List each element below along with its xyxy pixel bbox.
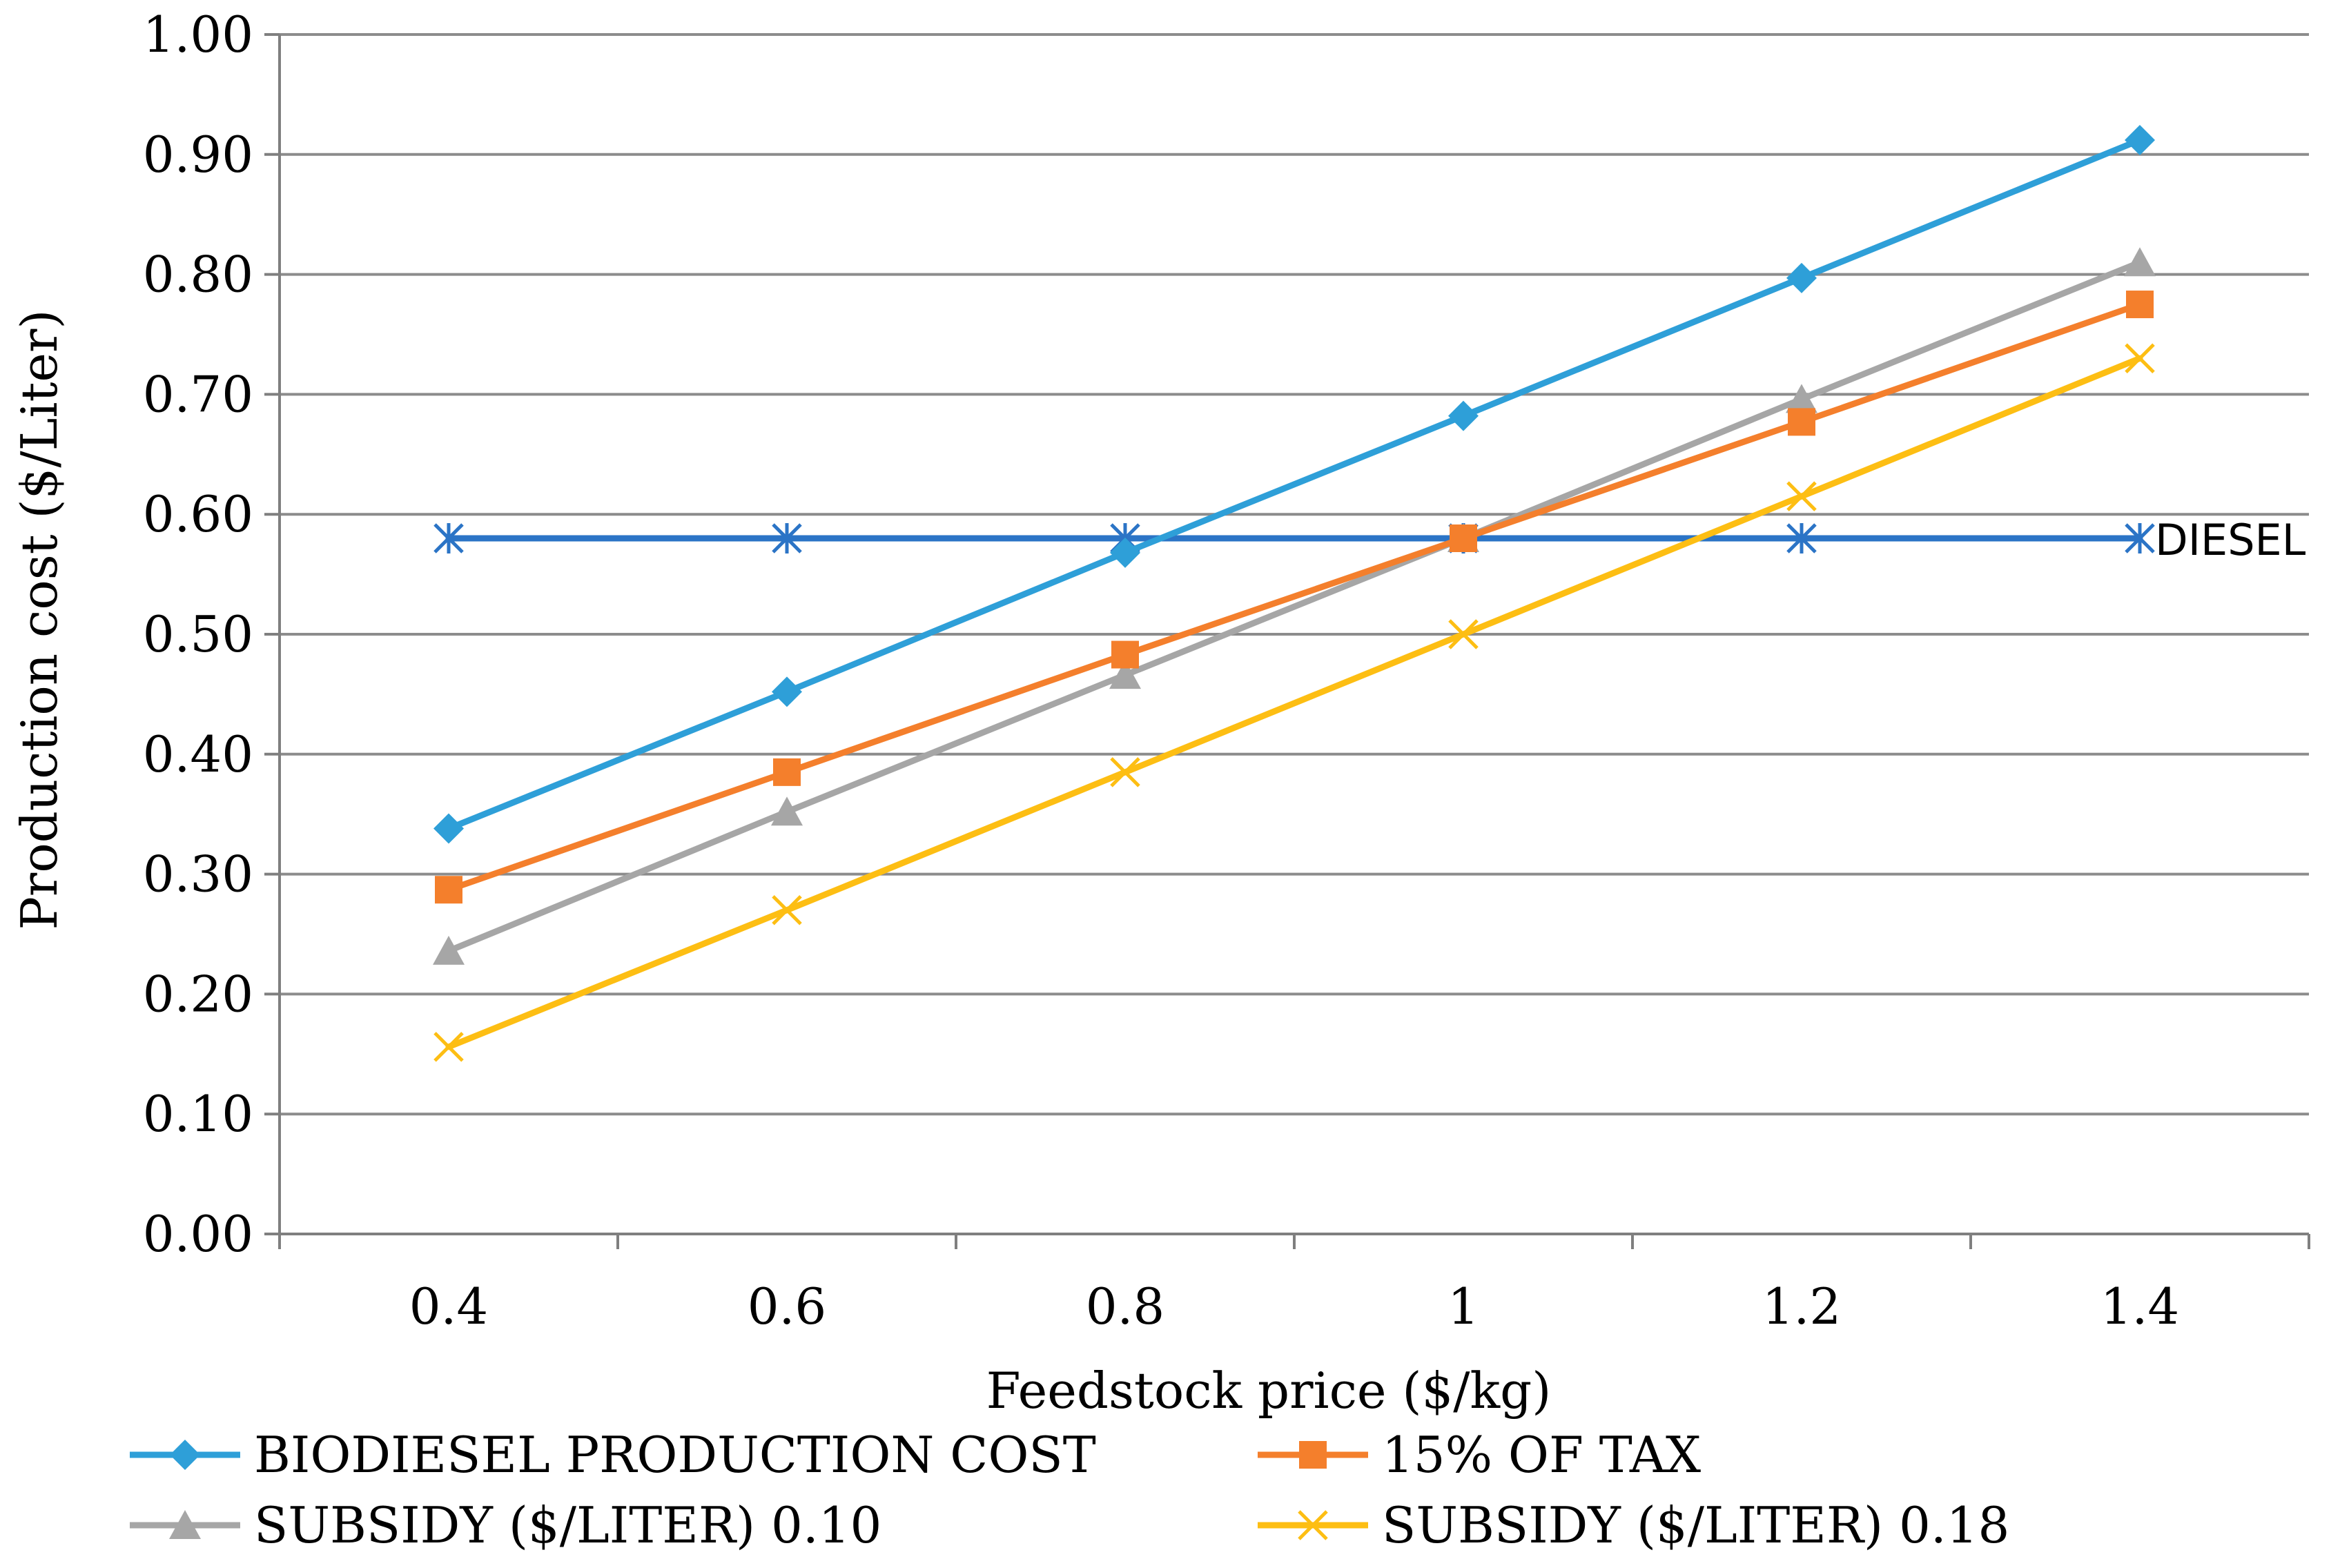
y-tick-label: 0.70 (143, 365, 253, 423)
series-line-sub10 (445, 259, 2143, 954)
data-point-biodiesel (772, 676, 802, 707)
x-tick-label: 1.2 (1762, 1277, 1842, 1335)
diesel-annotation: DIESEL (2155, 515, 2306, 565)
y-tick-label: 0.20 (143, 965, 253, 1023)
legend-label: SUBSIDY ($/LITER) 0.10 (254, 1496, 881, 1554)
data-point-biodiesel (1448, 400, 1479, 431)
y-tick-label: 0.30 (143, 845, 253, 903)
data-point-sub18 (1448, 619, 1479, 649)
x-tick-label: 1 (1447, 1277, 1479, 1335)
marker-stroke (2125, 343, 2155, 374)
legend-item-tax: 15% OF TAX (1258, 1426, 1701, 1484)
data-point-tax (1788, 408, 1815, 436)
legend-marker (1299, 1441, 1327, 1469)
data-point-sub10 (433, 935, 465, 965)
series-line-sub18 (445, 355, 2143, 1050)
legend-label: SUBSIDY ($/LITER) 0.18 (1382, 1496, 2009, 1554)
data-point-tax (1111, 640, 1139, 669)
legend-label: BIODIESEL PRODUCTION COST (254, 1426, 1096, 1484)
data-point-diesel (2125, 522, 2155, 553)
marker-stroke (433, 1032, 464, 1062)
marker-stroke (1110, 757, 1140, 787)
y-axis-title: Production cost ($/Liter) (10, 309, 68, 930)
y-tick-label: 0.90 (143, 126, 253, 184)
data-point-sub18 (1110, 757, 1140, 787)
y-tick-label: 0.60 (143, 485, 253, 543)
legend-item-sub10: SUBSIDY ($/LITER) 0.10 (130, 1496, 881, 1554)
legend-item-biodiesel: BIODIESEL PRODUCTION COST (130, 1426, 1096, 1484)
legend-marker (1298, 1510, 1328, 1540)
data-point-diesel (1786, 522, 1817, 553)
series-biodiesel (433, 124, 2155, 844)
data-point-sub10 (2124, 247, 2156, 277)
data-point-biodiesel (433, 813, 464, 844)
series-line-tax (445, 301, 2143, 893)
legend-item-sub18: SUBSIDY ($/LITER) 0.18 (1258, 1496, 2009, 1554)
data-point-tax (435, 876, 462, 904)
marker-stroke (1448, 619, 1479, 649)
y-tick-label: 1.00 (143, 6, 253, 63)
data-point-sub18 (1786, 481, 1817, 511)
series-diesel (433, 522, 2155, 553)
data-point-biodiesel (1110, 537, 1140, 568)
data-point-sub18 (2125, 343, 2155, 374)
data-point-biodiesel (2125, 124, 2155, 155)
data-point-sub10 (1786, 384, 1817, 413)
series-line-biodiesel (445, 137, 2143, 832)
y-tick-label: 0.50 (143, 605, 253, 663)
marker-stroke (772, 894, 802, 925)
x-tick-label: 1.4 (2100, 1277, 2180, 1335)
data-point-sub18 (433, 1032, 464, 1062)
data-point-tax (773, 758, 801, 786)
series-layer (433, 124, 2156, 1062)
y-tick-label: 0.00 (143, 1205, 253, 1263)
x-tick-label: 0.8 (1086, 1277, 1165, 1335)
series-sub18 (433, 343, 2155, 1062)
series-sub10 (433, 247, 2156, 965)
data-point-sub18 (772, 894, 802, 925)
marker-stroke (1298, 1510, 1328, 1540)
legend-marker (170, 1440, 200, 1470)
y-tick-label: 0.40 (143, 725, 253, 783)
x-tick-label: 0.6 (748, 1277, 827, 1335)
data-point-sub10 (771, 796, 803, 826)
data-point-sub10 (1109, 660, 1141, 689)
y-tick-label: 0.80 (143, 246, 253, 304)
marker-stroke (1786, 481, 1817, 511)
data-point-diesel (772, 522, 802, 553)
series-tax (435, 291, 2154, 904)
data-point-biodiesel (1786, 262, 1817, 293)
data-point-tax (1450, 524, 1477, 552)
gridlines (280, 33, 2309, 1116)
axes (264, 33, 2310, 1249)
y-tick-label: 0.10 (143, 1085, 253, 1143)
data-point-diesel (433, 522, 464, 553)
legend: BIODIESEL PRODUCTION COST 15% OF TAX SUBSI… (130, 1426, 2009, 1554)
x-tick-label: 0.4 (409, 1277, 489, 1335)
tick-labels: 0.00 0.10 0.20 0.30 0.40 0.50 0.60 0.70 0.80 0.90… (143, 6, 2180, 1335)
x-axis-title: Feedstock price ($/kg) (986, 1362, 1552, 1420)
legend-marker (169, 1510, 201, 1539)
legend-label: 15% OF TAX (1382, 1426, 1701, 1484)
data-point-tax (2126, 291, 2154, 319)
